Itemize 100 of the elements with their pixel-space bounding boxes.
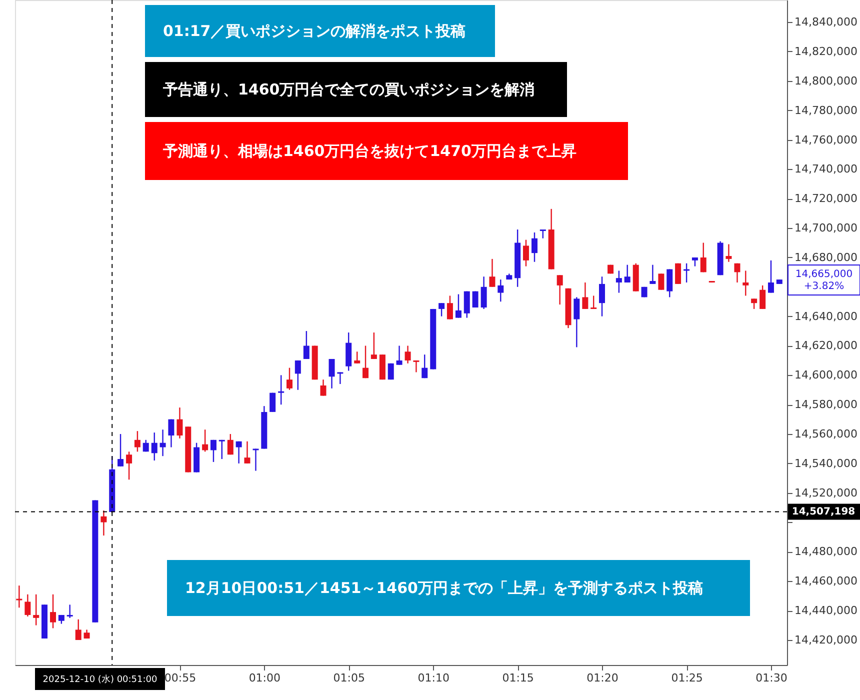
candlestick	[236, 440, 242, 464]
candlestick	[75, 618, 82, 641]
candlestick	[404, 345, 411, 364]
candlestick	[624, 264, 630, 284]
candlestick	[126, 451, 132, 480]
candlestick	[396, 345, 402, 366]
x-tick-label: 00:55	[164, 672, 196, 684]
candlestick	[751, 298, 758, 310]
candlestick	[362, 345, 369, 379]
candlestick	[446, 295, 453, 320]
x-tick-label: 01:00	[248, 672, 281, 684]
candlestick	[590, 295, 597, 310]
candlestick	[422, 354, 428, 379]
candlestick	[303, 330, 310, 360]
candlestick	[768, 260, 774, 294]
candlestick	[320, 378, 326, 396]
y-tick-label: 14,580,000	[794, 398, 858, 412]
annotation: 01:17／買いポジションの解消をポスト投稿	[163, 22, 466, 40]
candlestick	[337, 372, 344, 385]
x-tick-label: 01:20	[586, 672, 618, 684]
candlestick	[134, 430, 140, 452]
candlestick	[202, 429, 208, 452]
text: 14,665,000 +3.82%	[795, 269, 853, 292]
x-tick-label: 01:30	[756, 672, 788, 684]
candlestick	[168, 418, 174, 448]
candlestick	[650, 264, 656, 285]
candlestick	[328, 358, 335, 390]
candlestick	[455, 294, 462, 318]
annotation: 予告通り、1460万円台で全ての買いポジションを解消	[162, 80, 535, 98]
candlestick	[370, 332, 377, 360]
annotation: 12月10日00:51／1451～1460万円までの「上昇」を予測するポスト投稿	[185, 579, 703, 597]
candlestick	[582, 282, 588, 310]
y-tick-label: 14,560,000	[794, 428, 858, 441]
candlestick	[50, 594, 56, 629]
candlestick	[700, 242, 706, 273]
candlestick	[151, 432, 158, 462]
y-tick-label: 14,780,000	[794, 104, 858, 117]
candlestick	[218, 439, 225, 460]
y-tick-label: 14,640,000	[794, 310, 858, 323]
candlestick	[24, 594, 31, 618]
y-tick-label: 14,820,000	[794, 44, 858, 58]
x-tick-label: 01:10	[418, 672, 450, 684]
candlestick	[252, 448, 259, 472]
candlestick	[278, 374, 284, 406]
candlestick	[244, 440, 250, 464]
candlestick	[438, 302, 445, 317]
y-tick-label: 14,620,000	[794, 339, 858, 352]
y-tick-label: 14,680,000	[794, 250, 858, 264]
candlestick	[760, 284, 766, 310]
y-tick-label: 14,840,000	[794, 16, 858, 29]
candlestick	[599, 276, 606, 317]
candlestick	[227, 433, 234, 456]
y-tick-label: 14,440,000	[794, 604, 858, 618]
y-tick-label: 14,420,000	[794, 633, 858, 646]
candlestick	[160, 429, 166, 457]
ref-line-label: 14,507,198	[792, 506, 856, 518]
candlestick	[726, 244, 732, 262]
candlestick	[33, 594, 40, 626]
candlestick	[100, 510, 107, 536]
y-tick-label: 14,760,000	[794, 133, 858, 146]
x-tick-label: 01:25	[671, 672, 703, 684]
candlestick	[270, 392, 276, 413]
candlestick	[498, 278, 504, 302]
candlestick	[16, 584, 22, 608]
candlestick	[658, 273, 664, 290]
candlestick	[118, 433, 124, 467]
y-tick-label: 14,600,000	[794, 368, 858, 382]
candlestick	[354, 351, 360, 364]
candlestick	[66, 604, 73, 619]
text: 2025-12-10 (水) 00:51:00	[42, 674, 158, 685]
candlestick	[532, 232, 538, 262]
candlestick	[616, 270, 622, 294]
candlestick	[684, 262, 690, 284]
candlestick	[294, 360, 301, 390]
candlestick	[675, 262, 682, 285]
y-tick-label: 14,700,000	[794, 222, 858, 235]
candlestick	[742, 270, 749, 296]
candlestick	[464, 290, 470, 318]
y-tick-label: 14,800,000	[794, 74, 858, 88]
candlestick	[574, 296, 580, 348]
y-tick-label: 14,720,000	[794, 192, 858, 206]
y-tick-label: 14,480,000	[794, 545, 858, 558]
y-tick-label: 14,540,000	[794, 456, 858, 470]
candlestick	[480, 276, 487, 310]
candlestick	[286, 367, 292, 390]
candlestick	[489, 258, 496, 288]
candlestick	[556, 274, 563, 306]
y-tick-label: 14,520,000	[794, 486, 858, 500]
x-tick-label: 01:05	[333, 672, 365, 684]
candlestick	[734, 262, 740, 284]
candlestick	[346, 332, 352, 372]
candlestick	[472, 290, 478, 308]
candlestick	[522, 239, 529, 267]
annotation: 予測通り、相場は1460万円台を抜けて1470万円台まで上昇	[162, 142, 576, 160]
y-tick-label: 14,460,000	[794, 574, 858, 588]
y-tick-label: 14,740,000	[794, 162, 858, 176]
candlestick	[176, 406, 183, 440]
candlestick	[666, 268, 673, 298]
x-tick-label: 01:15	[502, 672, 534, 684]
candlestick	[210, 439, 216, 463]
